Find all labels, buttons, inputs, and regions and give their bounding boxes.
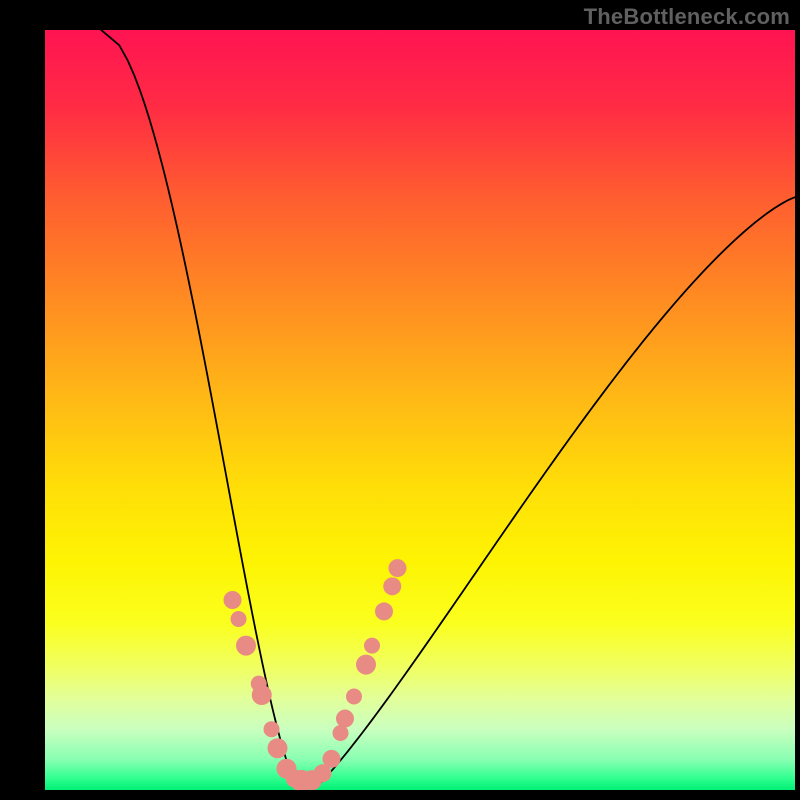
marker-dot	[252, 685, 272, 705]
chart-stage	[45, 30, 795, 790]
bottleneck-curve	[101, 30, 795, 790]
marker-dot	[375, 602, 393, 620]
chart-container: TheBottleneck.com	[0, 0, 800, 800]
watermark-text: TheBottleneck.com	[584, 4, 790, 30]
marker-dot	[323, 750, 341, 768]
marker-dot	[264, 721, 280, 737]
marker-dot	[383, 577, 401, 595]
marker-dot	[268, 738, 288, 758]
plot-svg	[45, 30, 795, 790]
marker-dot	[336, 710, 354, 728]
marker-dots	[224, 559, 407, 790]
marker-dot	[231, 611, 247, 627]
marker-dot	[346, 689, 362, 705]
marker-dot	[236, 636, 256, 656]
marker-dot	[364, 638, 380, 654]
marker-dot	[389, 559, 407, 577]
marker-dot	[224, 591, 242, 609]
marker-dot	[356, 655, 376, 675]
